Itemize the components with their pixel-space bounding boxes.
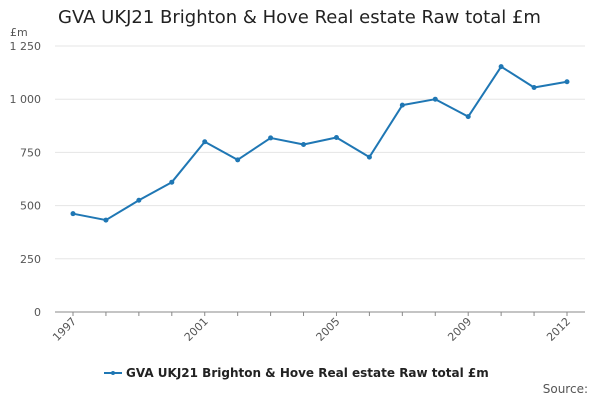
y-tick-label: 0 xyxy=(34,306,41,319)
y-axis-ticks: 0 250 500 750 1 000 1 250 xyxy=(10,40,42,319)
data-point xyxy=(268,135,274,141)
legend[interactable]: GVA UKJ21 Brighton & Hove Real estate Ra… xyxy=(104,366,489,380)
y-tick-label: 750 xyxy=(20,146,41,159)
data-point xyxy=(465,114,471,120)
data-point xyxy=(136,197,142,203)
data-point xyxy=(103,217,109,223)
data-point xyxy=(301,142,307,148)
data-point xyxy=(202,139,208,145)
y-tick-label: 500 xyxy=(20,200,41,213)
data-point xyxy=(531,84,537,90)
data-point xyxy=(333,135,339,141)
series-line xyxy=(72,65,568,222)
x-axis: 1997 2001 2005 2009 2012 xyxy=(50,311,585,344)
data-point xyxy=(498,64,504,70)
data-point xyxy=(70,211,76,217)
source-label: Source: xyxy=(542,382,588,396)
series xyxy=(70,64,570,223)
x-tick-label: 2009 xyxy=(445,315,474,344)
data-point xyxy=(399,102,405,108)
x-tick-label: 1997 xyxy=(50,315,79,344)
legend-swatch-icon xyxy=(104,368,122,378)
data-point xyxy=(432,96,438,102)
data-point xyxy=(235,157,241,163)
y-axis-unit-label: £m xyxy=(10,26,28,39)
y-tick-label: 250 xyxy=(20,253,41,266)
data-point xyxy=(169,179,175,185)
y-tick-label: 1 000 xyxy=(10,93,42,106)
data-point xyxy=(366,154,372,160)
legend-label: GVA UKJ21 Brighton & Hove Real estate Ra… xyxy=(126,366,489,380)
gridlines xyxy=(55,45,585,260)
x-tick-label: 2001 xyxy=(182,315,211,344)
y-tick-label: 1 250 xyxy=(10,40,42,53)
x-tick-label: 2012 xyxy=(544,315,573,344)
data-point xyxy=(564,79,570,85)
x-tick-label: 2005 xyxy=(314,315,343,344)
chart-title: GVA UKJ21 Brighton & Hove Real estate Ra… xyxy=(58,7,541,28)
